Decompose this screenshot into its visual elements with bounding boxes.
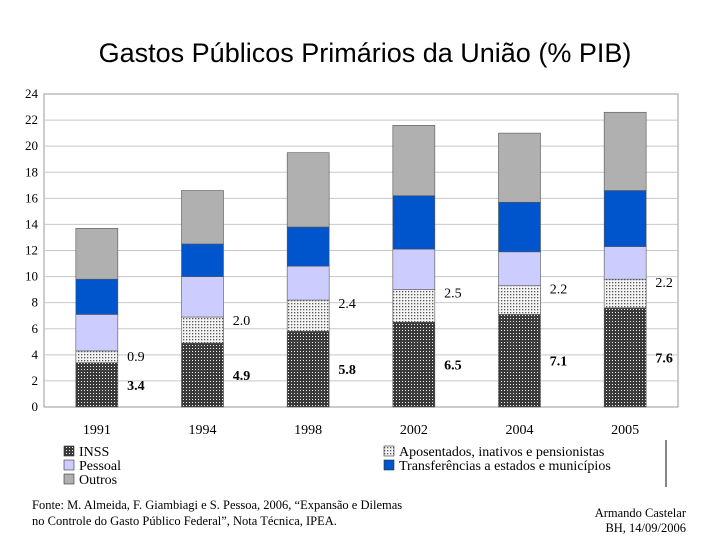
y-tick-label: 2 [32,373,39,388]
bar-segment [181,276,224,318]
aposentados-data-label: 2.2 [655,276,673,291]
y-tick-label: 12 [25,243,38,258]
y-tick-label: 8 [32,295,39,310]
bar-segment [286,331,330,408]
bar-segment [75,362,119,408]
bar-segment [75,314,119,352]
bar-segment [603,307,647,408]
y-tick-label: 20 [25,138,38,153]
aposentados-data-label: 2.4 [338,297,356,312]
bar-segment [75,278,119,315]
bar-segment [498,251,541,287]
aposentados-data-label: 2.2 [550,283,568,298]
legend-label: Aposentados, inativos e pensionistas [399,445,604,460]
place-date: BH, 14/09/2006 [605,521,686,535]
x-category-label: 1998 [294,423,322,438]
legend-swatch [383,459,395,471]
legend-label: Transferências a estados e municípios [399,459,611,474]
source-line-1: Fonte: M. Almeida, F. Giambiagi e S. Pes… [32,498,403,512]
author-name: Armando Castelar [594,506,686,520]
x-category-label: 2005 [611,423,639,438]
bar-segment [181,190,224,245]
y-tick-label: 10 [25,269,38,284]
bar-segment [75,228,119,280]
y-tick-label: 14 [25,216,39,231]
bar-segment [181,342,224,408]
bar-segment [498,132,541,203]
bar-segment [498,285,541,315]
source-note: Fonte: M. Almeida, F. Giambiagi e S. Pes… [32,497,502,529]
legend-label: Outros [79,473,117,488]
chart-title: Gastos Públicos Primários da União (% PI… [98,38,632,68]
bar-segment [392,321,436,408]
legend-swatch [383,445,395,457]
bar-segment [498,201,541,253]
inss-data-label: 3.4 [127,379,145,394]
bar-segment [75,350,119,363]
source-line-2: no Controle do Gasto Público Federal”, N… [32,514,337,528]
bar-segment [286,226,330,267]
inss-data-label: 7.6 [655,351,673,366]
bar-segment [286,265,330,301]
inss-data-label: 4.9 [233,369,251,384]
bar-segment [603,246,647,280]
legend-label: INSS [79,445,109,460]
aposentados-data-label: 2.5 [444,287,462,302]
aposentados-data-label: 2.0 [233,314,251,329]
x-category-label: 1991 [83,423,111,438]
bar-segment [392,248,436,290]
inss-data-label: 7.1 [550,355,568,370]
y-tick-label: 22 [25,112,38,127]
legend-label: Pessoal [79,459,121,474]
y-tick-label: 4 [32,347,39,362]
x-category-label: 2004 [506,423,534,438]
legend-swatch [63,459,75,471]
y-tick-label: 24 [25,86,39,101]
y-tick-label: 6 [32,321,39,336]
bar-segment [286,152,330,228]
legend-swatch [63,473,75,485]
x-category-label: 1994 [189,423,217,438]
y-tick-label: 0 [32,399,39,414]
bar-segment [181,243,224,277]
inss-data-label: 6.5 [444,359,462,374]
bar-segment [498,314,541,408]
bar-segment [603,111,647,191]
x-category-label: 2002 [400,423,428,438]
bar-segment [603,278,647,309]
y-tick-label: 18 [25,164,38,179]
bar-segment [392,289,436,323]
bar-segment [392,125,436,197]
legend-swatch [63,445,75,457]
inss-data-label: 5.8 [338,363,356,378]
bar-segment [392,195,436,250]
y-tick-label: 16 [25,190,39,205]
bar-segment [286,299,330,332]
author-credit: Armando Castelar BH, 14/09/2006 [560,506,686,536]
bar-segment [181,316,224,344]
aposentados-data-label: 0.9 [127,350,145,365]
bar-segment [603,190,647,247]
